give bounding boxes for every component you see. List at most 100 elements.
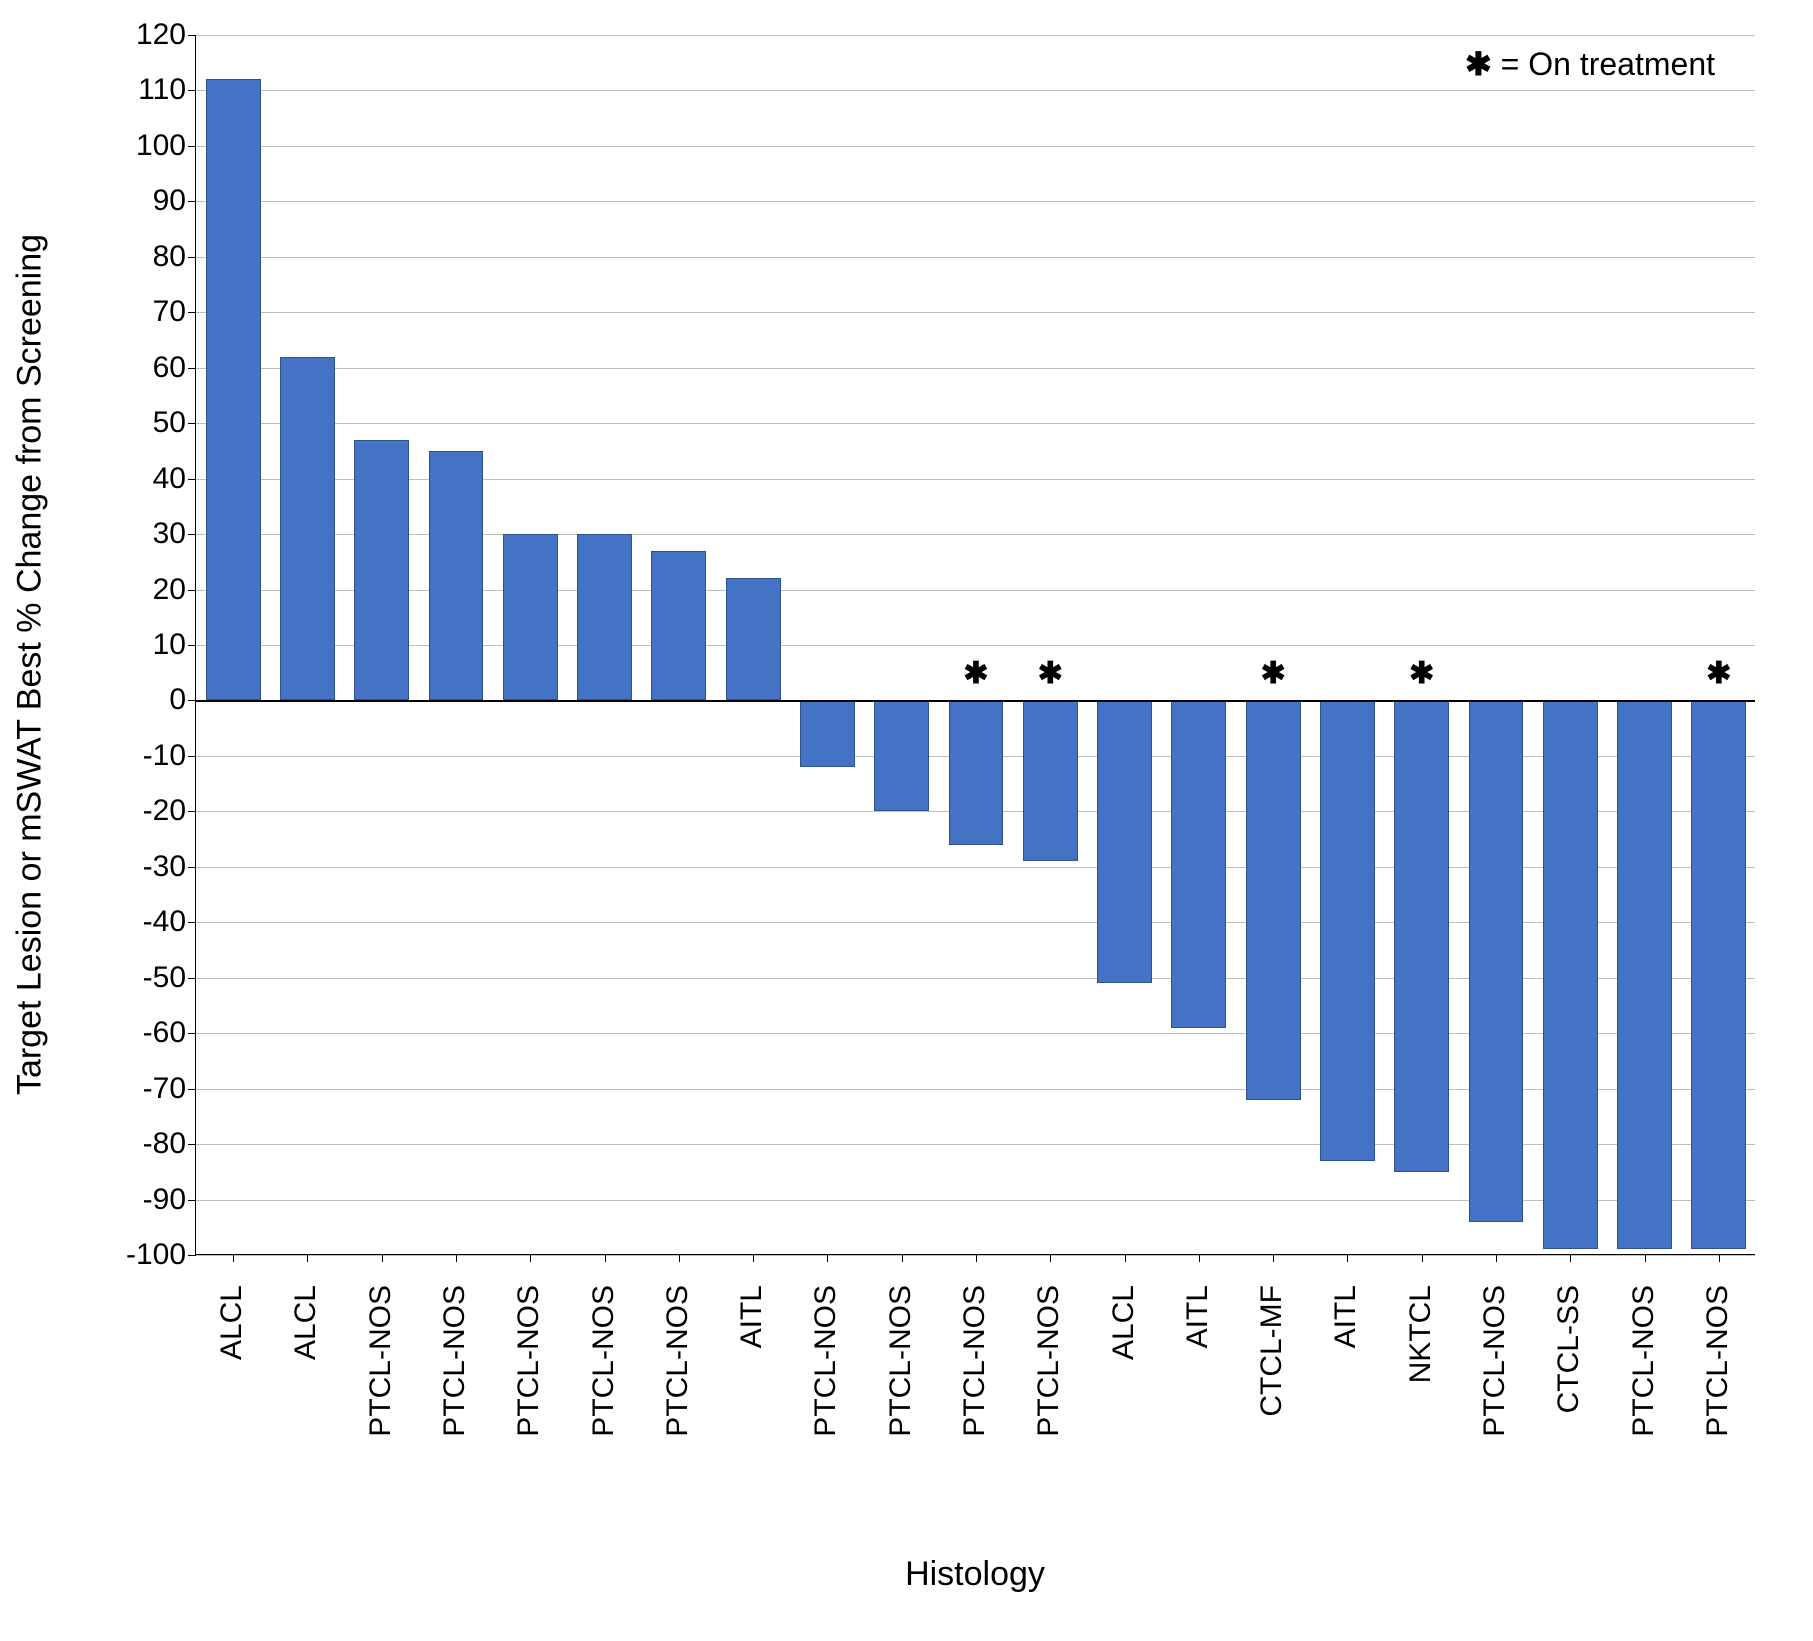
x-tick-mark (1199, 1254, 1200, 1262)
bar (800, 700, 855, 767)
y-tick-label: -60 (143, 1016, 196, 1050)
category-label: PTCL-NOS (1627, 1285, 1661, 1437)
x-tick-mark (1422, 1254, 1423, 1262)
y-tick-label: 0 (169, 683, 196, 717)
category-label: ALCL (289, 1285, 323, 1360)
y-tick-label: 40 (153, 462, 196, 496)
category-label: AITL (1181, 1285, 1215, 1348)
y-tick-label: 110 (138, 73, 196, 107)
gridline (196, 423, 1755, 424)
bar (949, 700, 1004, 844)
category-label: CTCL-SS (1552, 1285, 1586, 1413)
legend: ✱ = On treatment (1465, 45, 1715, 83)
legend-star-icon: ✱ (1465, 46, 1492, 82)
category-label: PTCL-NOS (661, 1285, 695, 1437)
bar (1246, 700, 1301, 1099)
y-tick-label: -80 (143, 1127, 196, 1161)
on-treatment-star-icon: ✱ (1261, 656, 1286, 691)
category-label: AITL (735, 1285, 769, 1348)
x-tick-mark (976, 1254, 977, 1262)
x-tick-mark (827, 1254, 828, 1262)
category-label: CTCL-MF (1255, 1285, 1289, 1417)
x-tick-mark (902, 1254, 903, 1262)
category-label: NKTCL (1404, 1285, 1438, 1383)
x-tick-mark (1719, 1254, 1720, 1262)
bar (206, 79, 261, 700)
waterfall-chart: -100-90-80-70-60-50-40-30-20-10010203040… (0, 0, 1813, 1641)
category-label: ALCL (1107, 1285, 1141, 1360)
y-tick-label: 100 (136, 129, 196, 163)
bar (280, 357, 335, 701)
on-treatment-star-icon: ✱ (1038, 656, 1063, 691)
y-tick-label: -100 (126, 1238, 196, 1272)
gridline (196, 201, 1755, 202)
y-tick-label: 70 (153, 295, 196, 329)
gridline (196, 90, 1755, 91)
x-tick-mark (456, 1254, 457, 1262)
y-tick-label: -90 (143, 1183, 196, 1217)
category-label: PTCL-NOS (1478, 1285, 1512, 1437)
y-tick-label: -30 (143, 850, 196, 884)
category-label: PTCL-NOS (587, 1285, 621, 1437)
on-treatment-star-icon: ✱ (1706, 656, 1731, 691)
bar (1097, 700, 1152, 983)
bar (429, 451, 484, 701)
y-tick-label: 10 (153, 628, 196, 662)
category-label: PTCL-NOS (1032, 1285, 1066, 1437)
x-tick-mark (1347, 1254, 1348, 1262)
bar (354, 440, 409, 701)
legend-text: = On treatment (1492, 46, 1715, 82)
y-axis-title: Target Lesion or mSWAT Best % Change fro… (11, 55, 50, 1275)
bar (503, 534, 558, 700)
x-tick-mark (679, 1254, 680, 1262)
bar (726, 578, 781, 700)
x-tick-mark (1496, 1254, 1497, 1262)
bar (1543, 700, 1598, 1249)
category-label: AITL (1329, 1285, 1363, 1348)
category-label: ALCL (215, 1285, 249, 1360)
x-tick-mark (382, 1254, 383, 1262)
y-tick-label: 90 (153, 184, 196, 218)
y-tick-label: -20 (143, 794, 196, 828)
y-tick-label: 20 (153, 573, 196, 607)
y-tick-label: -10 (143, 739, 196, 773)
on-treatment-star-icon: ✱ (963, 656, 988, 691)
on-treatment-star-icon: ✱ (1409, 656, 1434, 691)
y-tick-label: 50 (153, 406, 196, 440)
plot-area: -100-90-80-70-60-50-40-30-20-10010203040… (195, 35, 1755, 1255)
x-tick-mark (1050, 1254, 1051, 1262)
x-tick-mark (1125, 1254, 1126, 1262)
x-tick-mark (530, 1254, 531, 1262)
x-tick-mark (753, 1254, 754, 1262)
bar (577, 534, 632, 700)
category-label: PTCL-NOS (438, 1285, 472, 1437)
gridline (196, 312, 1755, 313)
y-tick-label: 60 (153, 351, 196, 385)
category-label: PTCL-NOS (512, 1285, 546, 1437)
category-label: PTCL-NOS (1701, 1285, 1735, 1437)
x-axis-title: Histology (195, 1555, 1755, 1594)
gridline (196, 368, 1755, 369)
x-tick-mark (233, 1254, 234, 1262)
bar (1691, 700, 1746, 1249)
y-tick-label: -50 (143, 961, 196, 995)
category-label: PTCL-NOS (364, 1285, 398, 1437)
gridline (196, 257, 1755, 258)
x-tick-mark (1570, 1254, 1571, 1262)
y-tick-label: 80 (153, 240, 196, 274)
x-tick-mark (605, 1254, 606, 1262)
x-tick-mark (1645, 1254, 1646, 1262)
bar (1320, 700, 1375, 1160)
bar (1617, 700, 1672, 1249)
y-tick-label: -40 (143, 905, 196, 939)
category-label: PTCL-NOS (884, 1285, 918, 1437)
bar (1171, 700, 1226, 1027)
gridline (196, 146, 1755, 147)
category-label: PTCL-NOS (958, 1285, 992, 1437)
bar (1394, 700, 1449, 1171)
y-tick-label: 120 (136, 18, 196, 52)
x-tick-mark (307, 1254, 308, 1262)
y-tick-label: -70 (143, 1072, 196, 1106)
category-label: PTCL-NOS (809, 1285, 843, 1437)
bar (651, 551, 706, 701)
